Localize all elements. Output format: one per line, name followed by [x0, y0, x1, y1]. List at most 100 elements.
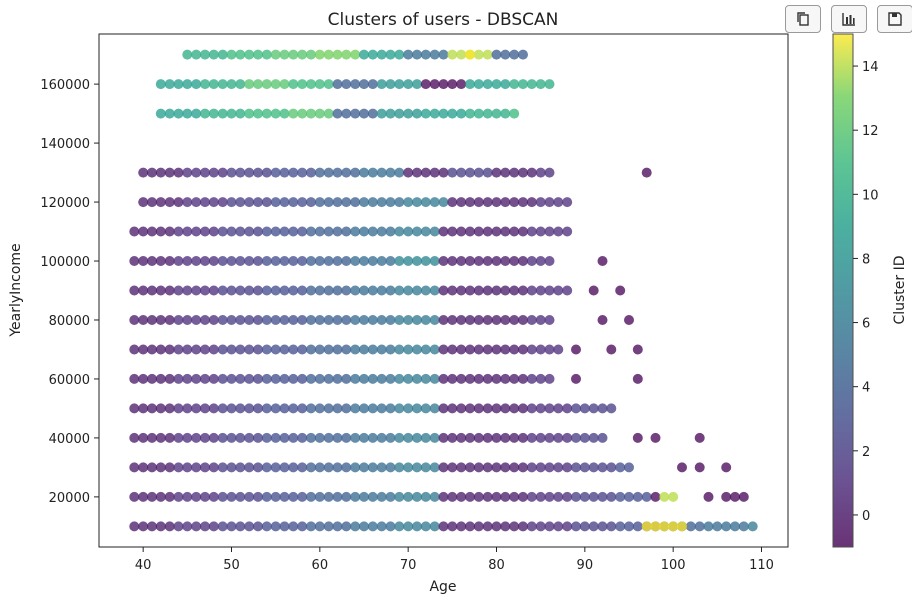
data-point [235, 167, 246, 178]
data-point [438, 403, 449, 414]
data-point [332, 226, 343, 237]
data-point [473, 462, 484, 473]
data-point [535, 403, 546, 414]
data-point [544, 167, 555, 178]
data-point [359, 285, 369, 296]
data-point [332, 462, 343, 473]
data-point [420, 315, 431, 325]
data-point [182, 315, 193, 325]
save-button[interactable] [877, 5, 912, 33]
data-point [385, 373, 396, 384]
data-point [456, 403, 467, 414]
data-point [253, 521, 263, 532]
data-point [553, 432, 564, 443]
data-point [217, 521, 228, 532]
data-point [597, 521, 608, 532]
data-point [482, 521, 493, 532]
data-point [420, 462, 431, 473]
data-point [650, 491, 661, 502]
data-point [244, 167, 255, 178]
data-point [173, 373, 184, 384]
data-point [500, 49, 511, 60]
data-point [314, 315, 325, 325]
data-point [420, 167, 431, 178]
data-point [314, 403, 325, 414]
data-point [438, 167, 449, 178]
data-point [173, 256, 184, 266]
data-point [208, 79, 219, 90]
data-point [359, 403, 369, 414]
data-point [200, 256, 210, 266]
colorbar-tick-label: 12 [862, 124, 879, 139]
copy-button[interactable] [785, 5, 821, 33]
data-point [288, 315, 299, 325]
data-point [500, 373, 511, 384]
data-point [403, 315, 414, 325]
data-point [500, 285, 511, 296]
data-point [341, 226, 352, 237]
data-point [385, 315, 396, 325]
data-point [217, 462, 228, 473]
data-point [332, 167, 343, 178]
data-point [208, 226, 219, 237]
data-point [155, 491, 166, 502]
data-point [297, 167, 308, 178]
data-point [385, 226, 396, 237]
x-tick-label: 80 [488, 558, 505, 573]
data-point [261, 432, 272, 443]
data-point [385, 403, 396, 414]
data-point [191, 108, 202, 119]
data-point [500, 521, 511, 532]
data-point [147, 491, 157, 502]
data-point [518, 197, 528, 208]
data-point [456, 49, 467, 60]
data-point [403, 108, 414, 119]
data-point [270, 432, 281, 443]
data-point [535, 79, 546, 90]
data-point [306, 315, 316, 325]
data-point [429, 285, 440, 296]
data-point [332, 197, 343, 208]
data-point [465, 256, 475, 266]
data-point [420, 373, 431, 384]
data-point [173, 491, 184, 502]
data-point [244, 49, 255, 60]
data-point [147, 403, 157, 414]
data-point [641, 521, 652, 532]
data-point [571, 403, 581, 414]
data-point [544, 344, 555, 355]
data-point [208, 108, 219, 119]
data-point [191, 521, 202, 532]
data-point [456, 197, 467, 208]
copy-icon [797, 12, 809, 26]
data-point [420, 79, 431, 90]
data-point [191, 373, 202, 384]
colorbar-tick-label: 10 [862, 188, 879, 203]
data-point [306, 49, 316, 60]
colorbar-tick-label: 6 [862, 317, 870, 332]
data-point [367, 432, 378, 443]
data-point [606, 344, 617, 355]
data-point [297, 197, 308, 208]
data-point [270, 197, 281, 208]
data-point [208, 285, 219, 296]
data-point [394, 49, 405, 60]
data-point [571, 521, 581, 532]
data-point [129, 285, 140, 296]
data-point [562, 432, 573, 443]
data-point [314, 521, 325, 532]
colorbar-tick-label: 14 [862, 60, 879, 75]
data-point [147, 285, 157, 296]
data-point [217, 403, 228, 414]
data-point [350, 197, 361, 208]
data-point [306, 79, 316, 90]
data-point [288, 197, 299, 208]
chart-view-button[interactable] [831, 5, 867, 33]
data-point [465, 315, 475, 325]
data-point [155, 108, 166, 119]
data-point [394, 108, 405, 119]
data-point [509, 285, 520, 296]
data-point [412, 491, 422, 502]
data-point [650, 432, 661, 443]
